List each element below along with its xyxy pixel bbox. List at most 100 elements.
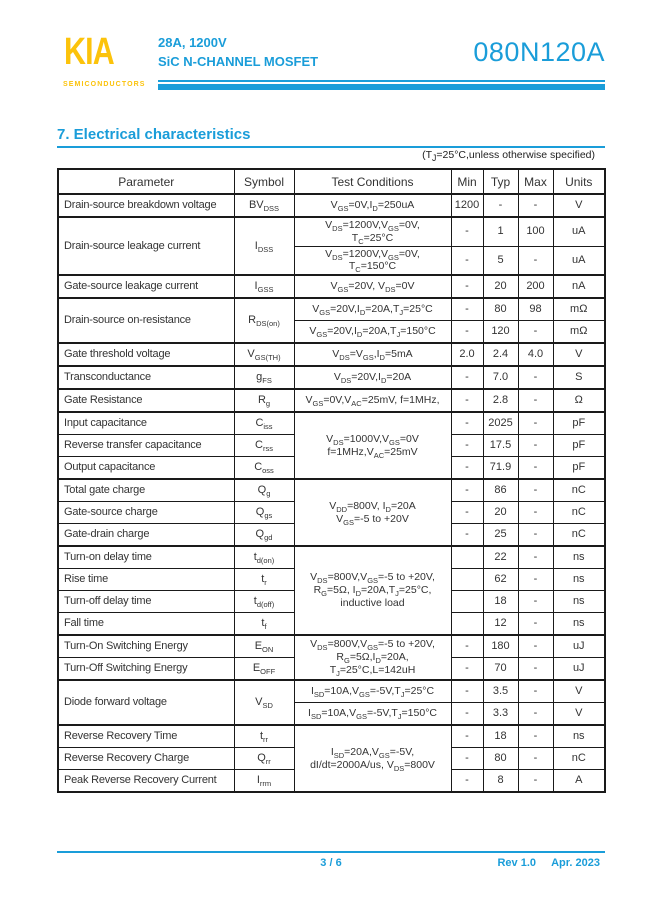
table-row: Gate-source leakage current IGSS VGS=20V, …	[57, 274, 606, 299]
table-header-row: Parameter Symbol Test Conditions Min Typ Max U…	[57, 168, 606, 195]
column-header: Test Conditions	[293, 168, 452, 195]
table-row: Reverse Recovery Time trr ISD=20A,VGS=-5V,…	[57, 724, 606, 793]
table-row: Turn-On Switching Energy EON VDS=800V,VGS=…	[57, 634, 606, 681]
table-row: Drain-source on-resistance RDS(on) VGS=20V…	[57, 297, 606, 344]
symbol-cell: Coss	[233, 456, 295, 480]
electrical-characteristics-table: Parameter Symbol Test Conditions Min Typ Max U…	[57, 168, 606, 794]
symbol-cell: td(on)	[233, 545, 295, 570]
cond-cell: VDS=1000V,VGS=0V f=1MHz,VAC=25mV	[293, 411, 452, 480]
typ-cell: 25	[482, 523, 519, 547]
max-cell: -	[517, 747, 554, 771]
footer-rule	[57, 851, 605, 853]
param-cell: Transconductance	[57, 365, 235, 390]
symbol-cell: Rg	[233, 388, 295, 413]
min-cell: -	[450, 769, 484, 793]
param-cell: Gate threshold voltage	[57, 342, 235, 367]
min-cell: -	[450, 411, 484, 436]
cond-cell: VGS=0V,VAC=25mV, f=1MHz,	[293, 388, 452, 413]
param-cell: Gate-drain charge	[57, 523, 235, 547]
units-cell: nA	[552, 274, 606, 299]
min-cell	[450, 612, 484, 636]
logo-subtext: SEMICONDUCTORS	[63, 81, 146, 88]
units-cell: Ω	[552, 388, 606, 413]
revision-block: Rev 1.0 Apr. 2023	[497, 857, 600, 869]
max-cell: 200	[517, 274, 554, 299]
typ-cell: 120	[482, 320, 519, 344]
typ-cell: 20	[482, 501, 519, 525]
table-row: ISD=10A,VGS=-5V,TJ=150°C -3.3- V	[58, 702, 606, 726]
max-cell: -	[517, 702, 554, 726]
units-cell: V	[552, 342, 606, 367]
table-row: Input capacitance Ciss VDS=1000V,VGS=0V f=1…	[57, 411, 606, 480]
cond-cell: ISD=10A,VGS=-5V,TJ=25°C	[293, 679, 452, 704]
table-row: Reverse transfer capacitance Crss -17.5- pF	[57, 434, 606, 458]
min-cell: -	[450, 365, 484, 390]
typ-cell: 5	[482, 245, 519, 276]
units-cell: pF	[552, 411, 606, 436]
max-cell: -	[517, 657, 554, 681]
table-row: Total gate charge Qg VDD=800V, ID=20A VGS=-…	[57, 478, 606, 547]
typ-cell: 180	[482, 634, 519, 659]
column-header: Units	[552, 168, 606, 195]
max-cell: -	[517, 501, 554, 525]
typ-cell: 86	[482, 478, 519, 503]
page-indicator: 3 / 6	[320, 857, 342, 869]
param-cell: Drain-source on-resistance	[57, 297, 235, 344]
units-cell: nC	[552, 501, 606, 525]
typ-cell: 22	[482, 545, 519, 570]
min-cell: -	[450, 434, 484, 458]
min-cell: -	[450, 501, 484, 525]
units-cell: S	[552, 365, 606, 390]
device-info: 28A, 1200V SiC N-CHANNEL MOSFET	[158, 33, 318, 71]
min-cell: -	[450, 523, 484, 547]
typ-cell: 70	[482, 657, 519, 681]
units-cell: nC	[552, 747, 606, 771]
table-row: Turn-on delay time td(on) VDS=800V,VGS=-5 …	[57, 545, 606, 636]
typ-cell: 3.3	[482, 702, 519, 726]
cond-cell: ISD=20A,VGS=-5V, dI/dt=2000A/us, VDS=800V	[293, 724, 452, 793]
param-cell: Gate-source charge	[57, 501, 235, 525]
param-cell: Turn-on delay time	[57, 545, 235, 570]
typ-cell: 3.5	[482, 679, 519, 704]
header-rule-thin	[158, 80, 605, 82]
min-cell: -	[450, 478, 484, 503]
min-cell: -	[450, 297, 484, 322]
table-row: Diode forward voltage VSD ISD=10A,VGS=-5V,…	[57, 679, 606, 726]
typ-cell: 2025	[482, 411, 519, 436]
param-cell: Drain-source leakage current	[57, 215, 235, 276]
typ-cell: 20	[482, 274, 519, 299]
header-rule-thick	[158, 84, 605, 90]
param-cell: Total gate charge	[57, 478, 235, 503]
symbol-cell: Irrm	[233, 769, 295, 793]
symbol-cell: BVDSS	[233, 193, 295, 218]
typ-cell: 80	[482, 747, 519, 771]
column-header: Symbol	[233, 168, 295, 195]
max-cell: -	[517, 679, 554, 704]
param-cell: Output capacitance	[57, 456, 235, 480]
units-cell: uJ	[552, 634, 606, 659]
param-cell: Turn-off delay time	[57, 590, 235, 614]
table-row: VDS=1200V,VGS=0V, TC=150°C -5- uA	[58, 245, 606, 276]
cond-cell: VDS=800V,VGS=-5 to +20V, RG=5Ω, ID=20A,TJ…	[293, 545, 452, 636]
units-cell: pF	[552, 456, 606, 480]
kia-logo: KIA	[64, 31, 115, 73]
symbol-cell: Qgd	[233, 523, 295, 547]
table-row: Fall time tf 12- ns	[57, 612, 606, 636]
cond-cell: VDS=1200V,VGS=0V, TC=25°C	[293, 215, 452, 247]
typ-cell: 62	[482, 568, 519, 592]
min-cell: -	[450, 245, 484, 276]
symbol-cell: Crss	[233, 434, 295, 458]
section-title: 7. Electrical characteristics	[57, 126, 251, 143]
typ-cell: 2.8	[482, 388, 519, 413]
max-cell: -	[517, 245, 554, 276]
section-title-underline	[57, 146, 605, 148]
cond-cell: VDS=20V,ID=20A	[293, 365, 452, 390]
table-row: Gate-drain charge Qgd -25- nC	[57, 523, 606, 547]
symbol-cell: EON	[233, 634, 295, 659]
symbol-cell: trr	[233, 724, 295, 749]
cond-cell: VGS=0V,ID=250uA	[293, 193, 452, 218]
table-row: Gate Resistance Rg VGS=0V,VAC=25mV, f=1MHz…	[57, 388, 606, 413]
min-cell	[450, 590, 484, 614]
table-row: Gate threshold voltage VGS(TH) VDS=VGS,ID=…	[57, 342, 606, 367]
